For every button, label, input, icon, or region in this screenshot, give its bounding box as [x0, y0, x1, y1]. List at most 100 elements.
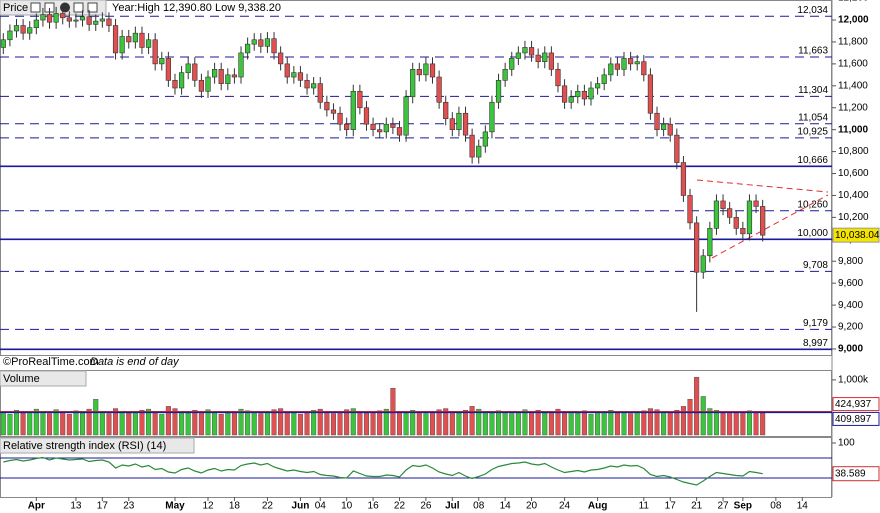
y-tick-label: 10,800 — [838, 146, 869, 157]
volume-bar — [694, 376, 700, 436]
volume-bar — [357, 411, 363, 436]
volume-bar — [628, 413, 634, 436]
candle-body — [357, 90, 363, 109]
candle-body — [99, 18, 105, 22]
x-tick-label: 17 — [97, 501, 109, 512]
candle-body — [667, 123, 673, 136]
candle-body — [304, 80, 310, 89]
candle-body — [608, 63, 614, 76]
candle-body — [575, 90, 581, 98]
candle-body — [429, 63, 436, 78]
volume-bar — [291, 412, 297, 436]
volume-bar — [13, 410, 20, 436]
x-tick-label: Aug — [588, 501, 607, 512]
candle-body — [713, 200, 720, 229]
x-tick-label: 04 — [315, 501, 327, 512]
window-icon[interactable] — [87, 2, 98, 13]
candle-body — [145, 39, 152, 48]
volume-bar — [205, 409, 211, 436]
x-tick-label: May — [165, 501, 185, 512]
x-tick-label: 14 — [797, 501, 809, 512]
candle-body — [528, 47, 535, 56]
volume-bar — [608, 410, 614, 436]
volume-bar — [634, 412, 640, 436]
x-tick-label: 10 — [341, 501, 353, 512]
last-price-box — [832, 227, 880, 243]
volume-bar — [152, 411, 158, 436]
candle-body — [93, 20, 99, 25]
settings-icon[interactable] — [30, 2, 41, 13]
volume-bar — [119, 411, 125, 436]
candle-body — [350, 90, 356, 130]
volume-bar — [588, 413, 594, 436]
volume-bar — [212, 412, 218, 436]
candle-body — [403, 96, 409, 136]
volume-bar — [548, 412, 554, 436]
volume-bar — [416, 411, 422, 436]
volume-bar — [713, 410, 719, 436]
trend-line — [711, 194, 829, 259]
x-tick-label: 22 — [262, 501, 274, 512]
volume-bar — [403, 412, 409, 436]
volume-bar — [529, 411, 535, 436]
average-label-box — [832, 411, 880, 426]
candle-body — [581, 90, 587, 100]
volume-bar — [746, 410, 752, 436]
average-label-box — [832, 397, 880, 412]
x-tick-label: Jun — [292, 501, 310, 512]
candle-body — [383, 123, 389, 133]
candle-body — [654, 112, 660, 130]
volume-bar — [733, 412, 739, 436]
candle-body — [687, 195, 693, 224]
candle-body — [152, 39, 158, 65]
candle-body — [489, 101, 495, 133]
candle-body — [760, 206, 766, 236]
candle-body — [218, 69, 224, 84]
volume-bar — [449, 411, 455, 436]
candle-body — [40, 14, 46, 21]
y-tick-label: 100 — [838, 438, 855, 449]
level-label: 8,997 — [803, 338, 828, 349]
volume-bar — [159, 413, 165, 436]
candle-body — [614, 63, 621, 70]
candle-body — [594, 83, 601, 89]
candle-body — [515, 52, 521, 59]
y-tick-label: 9,800 — [838, 256, 863, 267]
price-title: Price — [3, 2, 28, 14]
volume-bar — [674, 410, 680, 436]
close-icon[interactable] — [60, 2, 70, 13]
x-tick-label: 08 — [473, 501, 485, 512]
y-tick-label: 11,800 — [838, 37, 868, 48]
volume-bar — [264, 411, 270, 436]
volume-bar — [350, 408, 356, 436]
candle-body — [370, 123, 376, 130]
volume-bar — [311, 410, 317, 436]
level-label: 10,260 — [797, 199, 828, 210]
candle-body — [700, 255, 706, 273]
volume-bar — [707, 408, 713, 436]
x-tick-label: 17 — [665, 501, 677, 512]
volume-bar — [456, 412, 462, 436]
volume-bar — [687, 398, 693, 436]
volume-bar — [7, 413, 13, 436]
candle-body — [317, 83, 323, 103]
candle-body — [621, 58, 627, 70]
volume-bar — [60, 411, 66, 436]
candle-body — [231, 74, 238, 78]
level-label: 10,666 — [797, 155, 828, 166]
volume-bar — [641, 410, 647, 436]
volume-bar — [179, 411, 185, 436]
volume-bar — [93, 398, 99, 436]
volume-bar — [86, 408, 92, 436]
rsi-last-box — [832, 466, 880, 482]
volume-bar — [317, 408, 323, 436]
candle-body — [674, 134, 680, 163]
window-icon[interactable] — [73, 2, 84, 13]
volume-bar — [396, 411, 403, 436]
candle-body — [73, 19, 79, 22]
volume-bar — [47, 413, 53, 436]
candle-body — [449, 118, 455, 130]
y-tick-label: 11,400 — [838, 80, 868, 91]
volume-bar — [113, 408, 119, 436]
volume-bar — [535, 410, 541, 436]
